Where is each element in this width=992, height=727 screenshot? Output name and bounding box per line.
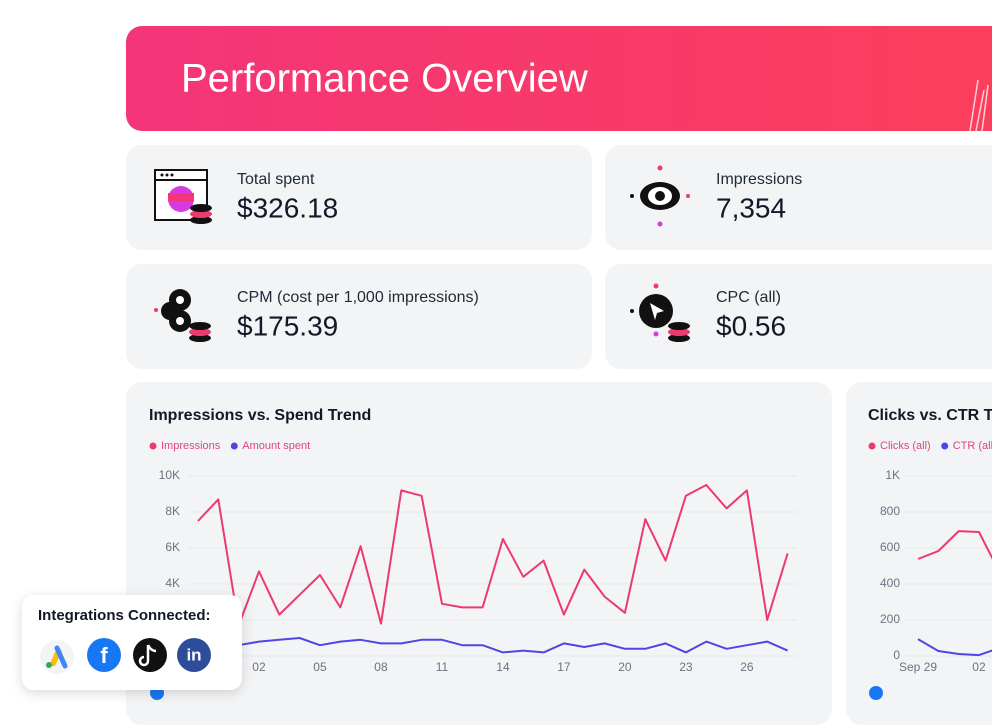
icon-cpm [154, 289, 211, 342]
x-tick-label: 02 [252, 660, 266, 674]
icon-glyph [138, 644, 157, 667]
legend-marker [868, 442, 876, 450]
integrations-card: Integrations Connected: f ads ads in ads [22, 595, 242, 690]
icon-glyph: in [186, 645, 201, 664]
series-line [197, 484, 789, 627]
kpi-card [605, 145, 992, 250]
kpi-value: $0.56 [716, 310, 786, 341]
kpi-card [605, 264, 992, 369]
facebook-ads-icon [87, 638, 121, 672]
x-tick-label: 05 [313, 660, 327, 674]
legend-label: Clicks (all) [880, 440, 931, 452]
x-tick-label: 11 [436, 660, 449, 674]
x-tick-label: 08 [374, 660, 388, 674]
legend-marker [230, 442, 238, 450]
x-tick-label: 14 [496, 660, 510, 674]
header-decoration [969, 79, 989, 132]
x-tick-label: 20 [618, 660, 632, 674]
kpi-label: Total spent [237, 171, 315, 188]
google-ads-shape [54, 645, 68, 669]
legend-label: Amount spent [242, 440, 310, 452]
x-tick-label: 23 [679, 660, 693, 674]
icon-cpc [630, 283, 690, 342]
header: Performance Overview [126, 26, 992, 132]
series-line [917, 638, 992, 657]
y-tick-label: 0 [893, 648, 900, 662]
legend-marker [149, 442, 157, 450]
y-tick-label: 8K [165, 504, 180, 518]
google-ads-shape [46, 662, 52, 668]
x-tick-label: 17 [557, 660, 571, 674]
x-tick-label: 26 [740, 660, 754, 674]
integrations-title: Integrations Connected: [38, 607, 211, 624]
legend-label: CTR (all) [953, 440, 992, 452]
kpi-value: $326.18 [237, 192, 338, 223]
page-title: Performance Overview [181, 57, 588, 101]
badge: ads [144, 664, 157, 673]
y-tick-label: 10K [159, 468, 180, 482]
x-tick-label: Sep 29 [899, 660, 937, 674]
badge: ads [98, 664, 111, 673]
kpi-label: CPC (all) [716, 289, 781, 306]
icon-spent [154, 169, 212, 224]
kpi-card [126, 145, 592, 250]
y-tick-label: 4K [165, 576, 180, 590]
legend-marker [941, 442, 949, 450]
y-tick-label: 600 [880, 540, 900, 554]
kpi-value: $175.39 [237, 310, 338, 341]
kpi-label: CPM (cost per 1,000 impressions) [237, 289, 479, 306]
y-tick-label: 1K [885, 468, 900, 482]
icon-impressions [630, 165, 690, 227]
series-line [197, 637, 789, 654]
kpi-card [126, 264, 592, 369]
kpi-value: 7,354 [716, 192, 786, 223]
kpi-cards: Total spent $326.18 Impressions 7,354 CP… [126, 145, 992, 369]
facebook-icon [869, 686, 883, 700]
chart-title: Impressions vs. Spend Trend [149, 407, 371, 424]
charts: Impressions vs. Spend Trend Impressions Am… [149, 407, 992, 674]
badge: ads [188, 664, 201, 673]
chart-card [846, 382, 992, 725]
y-tick-label: 400 [880, 576, 900, 590]
x-tick-label: 02 [972, 660, 986, 674]
icon-glyph: f [100, 643, 108, 668]
linkedin-ads-icon [177, 638, 211, 672]
y-tick-label: 6K [165, 540, 180, 554]
chart-title: Clicks vs. CTR Trend [868, 407, 992, 424]
y-tick-label: 800 [880, 504, 900, 518]
legend-label: Impressions [161, 440, 221, 452]
series-line [917, 530, 992, 560]
header-banner [126, 26, 992, 131]
y-tick-label: 200 [880, 612, 900, 626]
kpi-label: Impressions [716, 171, 802, 188]
